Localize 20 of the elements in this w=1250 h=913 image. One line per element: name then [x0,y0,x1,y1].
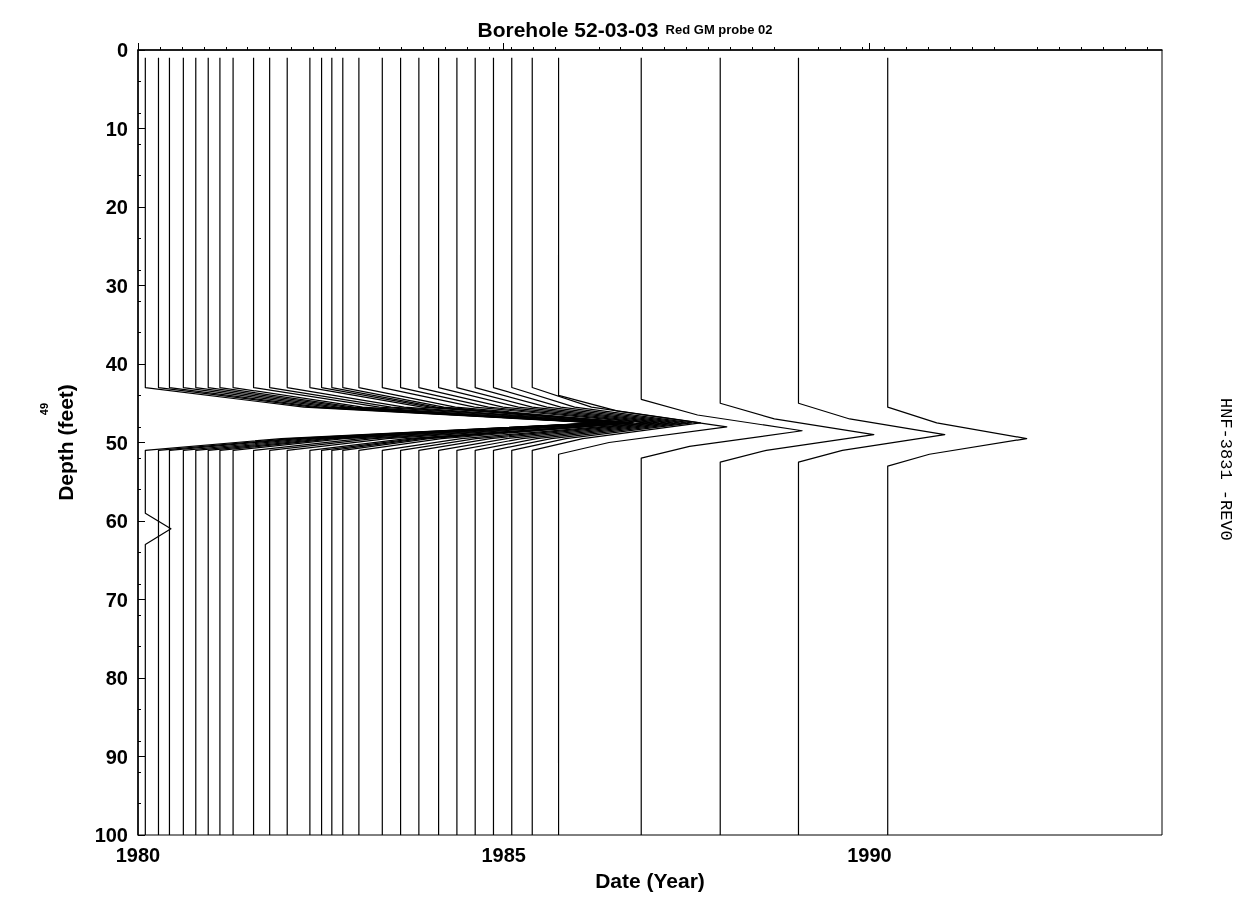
y-tick-label: 10 [105,117,128,140]
y-tick-label: 30 [105,274,128,297]
y-tick-label: 80 [105,667,128,689]
chart-title: Borehole 52-03-03 [477,18,659,41]
x-tick-label: 1990 [847,844,892,866]
y-tick-label: 50 [105,431,128,454]
x-tick-label: 1980 [115,844,161,866]
y-tick-label: 90 [105,745,128,768]
x-tick-label: 1985 [481,844,526,866]
y-tick-label: 100 [94,824,128,846]
text: 49 [37,402,50,416]
y-tick-label: 0 [116,39,128,61]
text: HNF-3831 -REV0 [1216,398,1235,541]
chart-subtitle: Red GM probe 02 [658,22,773,37]
y-tick-label: 60 [105,510,128,532]
y-tick-label: 70 [105,588,128,611]
y-axis-title: Depth (feet) [54,384,77,501]
y-tick-label: 40 [105,353,128,375]
y-tick-label: 20 [105,196,128,218]
x-axis-title: Date (Year) [595,868,705,892]
